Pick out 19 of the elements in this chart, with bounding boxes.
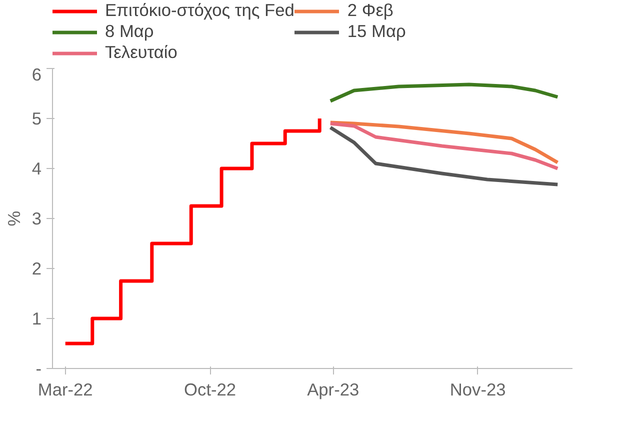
legend-label: 15 Μαρ xyxy=(347,21,406,42)
legend-label: 8 Μαρ xyxy=(105,21,154,42)
line-series xyxy=(328,126,560,186)
legend-label: 2 Φεβ xyxy=(347,0,394,21)
y-axis-title: % xyxy=(4,210,24,226)
x-tick-label: Oct-22 xyxy=(184,380,236,400)
x-tick-label: Mar-22 xyxy=(38,380,93,400)
y-tick-label: 6 xyxy=(32,64,42,84)
legend-label: Επιτόκιο-στόχος της Fed xyxy=(105,0,294,21)
line-series xyxy=(328,82,560,103)
legend-label: Τελευταίο xyxy=(105,42,178,63)
y-tick-label: - xyxy=(36,358,42,378)
x-tick-label: Nov-23 xyxy=(450,380,506,400)
x-tick-label: Apr-23 xyxy=(307,380,360,400)
y-tick-label: 5 xyxy=(32,108,42,128)
y-tick-label: 1 xyxy=(32,308,42,328)
y-tick-label: 4 xyxy=(32,158,42,178)
y-tick-label: 3 xyxy=(32,208,42,228)
y-tick-label: 2 xyxy=(32,258,42,278)
